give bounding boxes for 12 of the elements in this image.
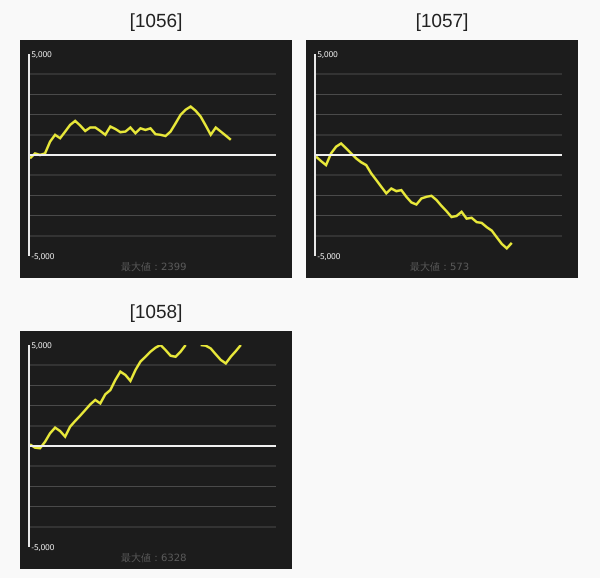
- y-tick-label: 5,000: [317, 48, 338, 60]
- chart-title: [1057]: [414, 10, 470, 34]
- y-tick-label: -5,000: [31, 542, 55, 553]
- chart-title: [1058]: [128, 301, 184, 325]
- y-tick-label: 5,000: [31, 340, 52, 351]
- y-tick-label: 5,000: [31, 48, 52, 60]
- y-tick-label: -5,000: [31, 250, 55, 262]
- text: 最大値：573: [410, 261, 470, 273]
- chart-title: [1056]: [128, 10, 184, 34]
- text: 最大値：2399: [121, 261, 186, 273]
- text: 最大値：6328: [121, 552, 186, 564]
- y-tick-label: -5,000: [317, 250, 341, 262]
